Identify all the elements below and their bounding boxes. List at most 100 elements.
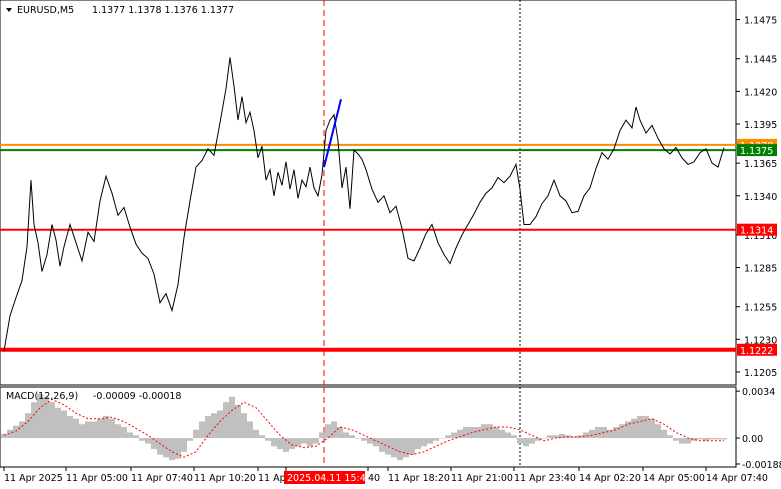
macd-bar	[715, 438, 721, 440]
level-tag-bg-2	[737, 223, 777, 236]
macd-bar	[169, 438, 175, 461]
symbol-label: EURUSD,M5	[17, 5, 74, 16]
macd-bar	[583, 432, 589, 439]
macd-bar	[391, 438, 397, 458]
macd-bar	[403, 438, 409, 458]
macd-bar	[475, 427, 481, 439]
marker-time-label[interactable]: 2025.04.11 15:45	[287, 473, 372, 484]
trend-line[interactable]	[323, 98, 342, 168]
macd-bar	[241, 413, 247, 439]
macd-bar	[73, 418, 79, 439]
macd-bar	[157, 438, 163, 455]
macd-bar	[325, 424, 331, 439]
macd-bar	[223, 402, 229, 439]
macd-bar	[289, 438, 295, 450]
macd-bar	[421, 438, 427, 447]
marker-time-bg	[284, 471, 365, 484]
macd-bar	[295, 438, 301, 447]
macd-bar	[361, 438, 367, 441]
price-tick-label-9: 1.1230	[744, 335, 777, 346]
macd-bar	[271, 438, 277, 447]
macd-values: -0.00009 -0.00018	[93, 391, 181, 402]
time-tick-label-11: 14 Apr 05:00	[643, 473, 705, 484]
macd-bar	[631, 418, 637, 439]
time-tick-label-6: 40	[368, 473, 380, 484]
price-series-line	[3, 57, 725, 352]
macd-bar	[379, 438, 385, 452]
time-tick-label-2: 11 Apr 07:40	[131, 473, 193, 484]
time-tick-label-4: 11 Apr	[258, 473, 290, 484]
macd-bar	[253, 429, 259, 439]
level-tag-bg-3	[737, 343, 777, 356]
macd-bar	[85, 421, 91, 439]
macd-bar	[265, 438, 271, 441]
macd-bar	[439, 438, 445, 439]
macd-bar	[397, 438, 403, 461]
macd-bar	[19, 421, 25, 439]
macd-bar	[187, 438, 193, 441]
price-tick-label-0: 1.1475	[744, 16, 777, 27]
macd-bar	[217, 410, 223, 439]
macd-bar	[457, 429, 463, 439]
level-tag-text-1: 1.1375	[740, 146, 773, 157]
macd-bar	[1, 433, 7, 439]
macd-bar	[121, 427, 127, 439]
macd-bar	[499, 429, 505, 439]
macd-bar	[709, 438, 715, 440]
macd-bar	[409, 438, 415, 455]
time-tick-label-1: 11 Apr 05:00	[66, 473, 128, 484]
macd-bar	[7, 429, 13, 439]
time-tick-label-10: 14 Apr 02:20	[579, 473, 641, 484]
time-tick-label-0: 11 Apr 2025	[4, 473, 63, 484]
level-tag-bg-1	[737, 144, 777, 157]
macd-bar	[505, 432, 511, 439]
macd-bar	[349, 435, 355, 439]
macd-bar	[595, 427, 601, 439]
price-tick-label-6: 1.1310	[744, 231, 777, 242]
macd-bar	[535, 438, 541, 441]
macd-bar	[103, 415, 109, 439]
level-tag-1: 1.1375	[737, 144, 777, 157]
macd-bar	[427, 438, 433, 444]
macd-bar	[637, 415, 643, 439]
price-tick-label-3: 1.1395	[744, 120, 777, 131]
macd-bar	[685, 438, 691, 444]
macd-bar	[343, 432, 349, 439]
time-tick-label-3: 11 Apr 10:20	[194, 473, 256, 484]
macd-bar	[55, 407, 61, 439]
macd-bar	[511, 435, 517, 439]
macd-bar	[79, 424, 85, 439]
macd-signal-line	[3, 398, 724, 458]
macd-bar	[559, 433, 565, 439]
dropdown-triangle-icon[interactable]	[6, 8, 12, 12]
macd-bar	[433, 438, 439, 441]
macd-bar	[49, 402, 55, 439]
price-panel[interactable]: 1.1475 1.1445 1.1420 1.1395 1.1365 1.1340 1.13…	[0, 0, 777, 386]
macd-bar	[529, 438, 535, 444]
macd-bar	[463, 427, 469, 439]
macd-bar	[247, 421, 253, 439]
macd-tick-label-2: -0.00188	[742, 460, 781, 471]
macd-bar	[61, 410, 67, 439]
macd-panel[interactable]: 0.0034 0.00 -0.00188 MACD(12,26,9) -0.0000…	[0, 386, 781, 471]
macd-bar	[13, 425, 19, 439]
macd-bar	[151, 438, 157, 450]
macd-bar	[385, 438, 391, 455]
macd-bar	[481, 424, 487, 439]
macd-bar	[415, 438, 421, 450]
level-tag-text-3: 1.1222	[740, 346, 773, 357]
macd-bar	[373, 438, 379, 447]
macd-bar	[547, 435, 553, 439]
macd-bar	[619, 424, 625, 439]
macd-bar	[205, 415, 211, 439]
price-tick-label-5: 1.1340	[744, 192, 777, 203]
macd-bar	[517, 438, 523, 444]
macd-bar	[661, 429, 667, 439]
macd-bar	[367, 438, 373, 444]
macd-bar	[181, 438, 187, 452]
macd-bar	[67, 415, 73, 439]
time-tick-label-8: 11 Apr 21:00	[451, 473, 513, 484]
macd-bar	[25, 413, 31, 439]
macd-bar	[283, 438, 289, 452]
